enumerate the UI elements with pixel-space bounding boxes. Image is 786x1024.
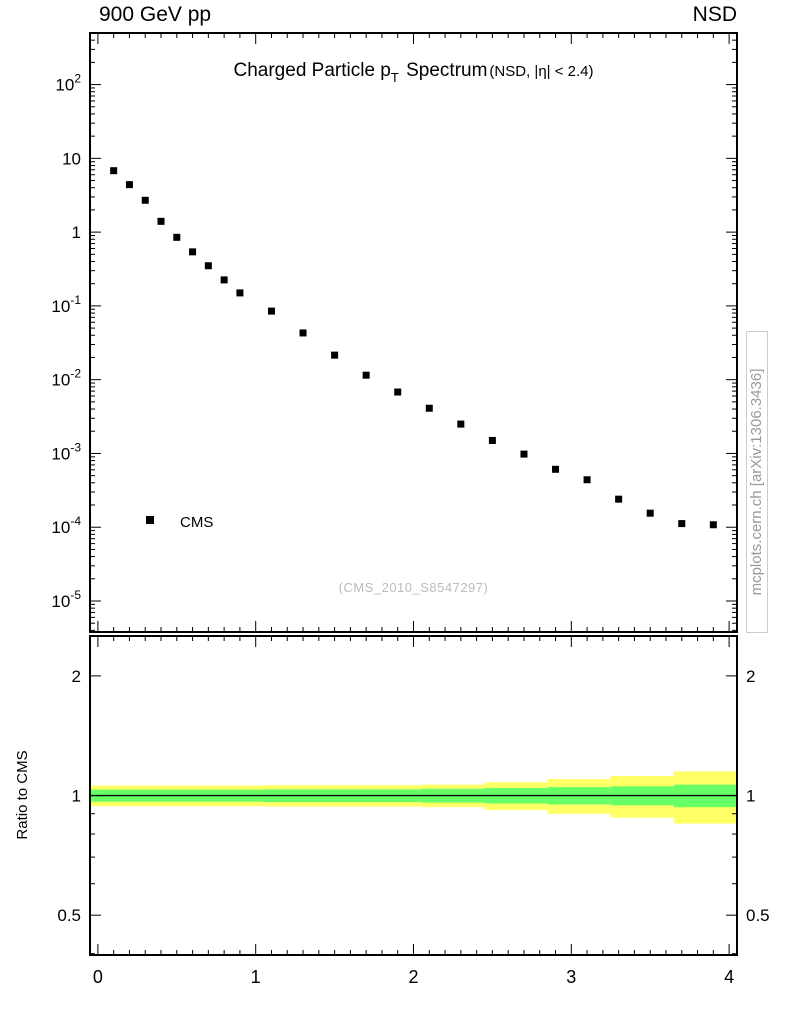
analysis-watermark: (CMS_2010_S8547297): [338, 580, 489, 595]
spectrum-ytick-label: 10-3: [51, 440, 81, 463]
data-point: [299, 329, 307, 337]
data-point: [615, 495, 623, 503]
mcplots-credit: mcplots.cern.ch [arXiv:1306.3436]: [746, 331, 768, 633]
spectrum-ytick-label: 10-5: [51, 588, 81, 611]
data-point: [141, 196, 149, 204]
data-point: [457, 420, 465, 428]
title-main-2: Spectrum: [400, 60, 488, 81]
data-point: [267, 307, 275, 315]
data-point: [394, 388, 402, 396]
spectrum-ytick-label: 10-2: [51, 367, 81, 390]
title-main-1: Charged Particle p: [233, 60, 391, 81]
spectrum-ytick-label: 10-1: [51, 293, 81, 316]
data-point: [236, 289, 244, 297]
spectrum-ytick-label: 10-4: [51, 514, 81, 537]
ratio-ytick-label-right: 2: [746, 667, 755, 686]
xtick-label: 4: [724, 967, 734, 987]
data-point: [678, 520, 686, 528]
data-point: [362, 371, 370, 379]
legend-marker: [146, 516, 154, 524]
data-point: [173, 233, 181, 241]
cms-data-points: [110, 167, 717, 529]
xtick-label: 3: [566, 967, 576, 987]
data-point: [220, 276, 228, 284]
data-point: [488, 436, 496, 444]
legend-label: CMS: [180, 514, 213, 531]
data-point: [520, 450, 528, 458]
spectrum-ytick-label: 102: [55, 72, 81, 95]
data-point: [583, 476, 591, 484]
spectrum-ytick-label: 1: [72, 223, 81, 242]
data-point: [189, 248, 197, 256]
data-point: [552, 465, 560, 473]
xtick-label: 2: [408, 967, 418, 987]
legend-cms: CMS: [146, 514, 213, 531]
xtick-label: 0: [93, 967, 103, 987]
ratio-frame: [89, 635, 738, 956]
spectrum-ytick-label: 10: [62, 149, 81, 168]
process-label: NSD: [692, 3, 737, 26]
data-point: [425, 404, 433, 412]
xtick-label: 1: [251, 967, 261, 987]
data-point: [157, 217, 165, 225]
title-subscript: T: [390, 70, 399, 85]
data-point: [646, 509, 654, 517]
data-point: [204, 262, 212, 270]
title-cut-note: (NSD, |η| < 2.4): [489, 63, 594, 80]
plot-title: Charged Particle pT Spectrum (NSD, |η| < …: [90, 60, 737, 85]
beam-energy-label: 900 GeV pp: [99, 3, 212, 26]
ratio-ytick-label-left: 0.5: [57, 906, 81, 925]
ratio-ytick-label-left: 1: [72, 787, 81, 806]
uncertainty-bands: [90, 771, 737, 824]
data-point: [125, 181, 133, 189]
data-point: [709, 521, 717, 529]
spectrum-frame: [89, 32, 738, 633]
ratio-ytick-label-left: 2: [72, 667, 81, 686]
data-point: [110, 167, 118, 175]
data-point: [331, 351, 339, 359]
ratio-ytick-label-right: 1: [746, 787, 755, 806]
ratio-axis-title: Ratio to CMS: [14, 750, 31, 840]
ratio-ytick-label-right: 0.5: [746, 906, 770, 925]
